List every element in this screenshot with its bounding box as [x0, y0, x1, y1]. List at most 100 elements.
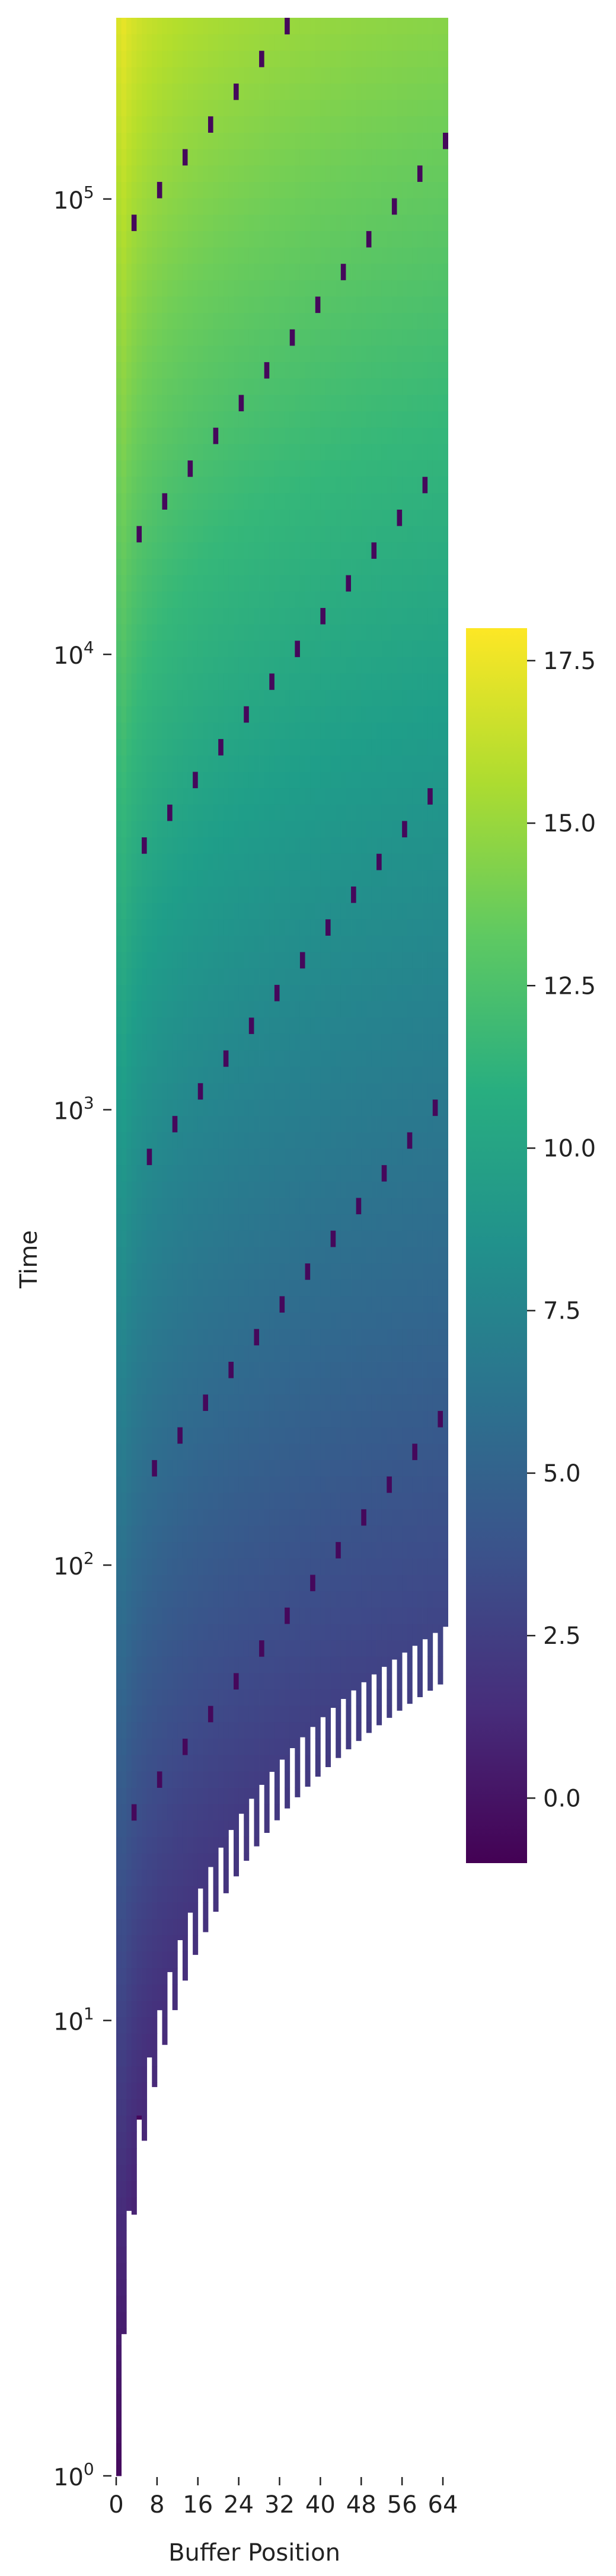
- heatmap-cell: [126, 1378, 132, 1395]
- heatmap-cell: [157, 18, 162, 35]
- heatmap-cell: [203, 1705, 209, 1723]
- heatmap-cell: [320, 378, 326, 395]
- heatmap-cell: [320, 361, 326, 379]
- heatmap-cell: [172, 492, 178, 510]
- heatmap-cell: [131, 1460, 137, 1477]
- heatmap-cell: [126, 1115, 132, 1132]
- heatmap-cell: [315, 640, 321, 657]
- heatmap-cell: [315, 443, 321, 461]
- heatmap-cell: [146, 1902, 152, 1919]
- heatmap-cell: [142, 952, 148, 969]
- heatmap-cell: [259, 1164, 265, 1182]
- heatmap-cell: [259, 181, 265, 199]
- heatmap-cell: [152, 509, 158, 526]
- heatmap-cell: [244, 165, 250, 182]
- heatmap-cell: [203, 1804, 209, 1821]
- heatmap-cell: [218, 903, 224, 920]
- heatmap-cell: [274, 1263, 280, 1280]
- heatmap-cell: [320, 231, 326, 248]
- heatmap-cell: [264, 1558, 270, 1575]
- heatmap-cell: [142, 1083, 148, 1100]
- heatmap-cell: [146, 1689, 152, 1706]
- heatmap-cell: [136, 1050, 142, 1067]
- heatmap-cell: [197, 1394, 203, 1411]
- heatmap-cell: [248, 395, 254, 412]
- heatmap-cell: [167, 329, 173, 346]
- heatmap-cell: [248, 526, 254, 543]
- heatmap-cell: [269, 198, 275, 215]
- heatmap-cell: [238, 509, 244, 526]
- heatmap-cell: [152, 1263, 158, 1280]
- heatmap-cell: [248, 1345, 254, 1362]
- heatmap-cell: [299, 1558, 305, 1575]
- heatmap-cell: [269, 1541, 275, 1559]
- heatmap-cell: [289, 1164, 295, 1182]
- heatmap-cell: [193, 132, 199, 149]
- heatmap-cell: [203, 1656, 209, 1673]
- heatmap-cell: [279, 853, 285, 871]
- heatmap-cell: [116, 1198, 122, 1215]
- heatmap-cell: [295, 706, 301, 723]
- heatmap-cell: [228, 1132, 234, 1149]
- heatmap-cell: [279, 772, 285, 789]
- heatmap-cell: [136, 935, 142, 952]
- heatmap-cell: [116, 2427, 122, 2444]
- heatmap-cell: [157, 1198, 162, 1215]
- heatmap-cell: [116, 2230, 122, 2247]
- heatmap-cell: [285, 83, 291, 100]
- heatmap-cell: [315, 869, 321, 887]
- heatmap-cell: [218, 1771, 224, 1788]
- heatmap-cell: [320, 1427, 326, 1444]
- heatmap-cell: [172, 1099, 178, 1116]
- heatmap-cell: [157, 607, 162, 625]
- heatmap-cell: [136, 1378, 142, 1395]
- heatmap-cell: [197, 132, 203, 149]
- heatmap-cell: [228, 1787, 234, 1804]
- heatmap-cell: [203, 18, 209, 35]
- heatmap-cell: [295, 624, 301, 641]
- heatmap-cell: [167, 1738, 173, 1755]
- heatmap-cell: [269, 575, 275, 592]
- heatmap-cell: [121, 2115, 127, 2132]
- heatmap-cell: [142, 1787, 148, 1804]
- heatmap-cell: [193, 1541, 199, 1559]
- heatmap-cell: [213, 100, 219, 117]
- heatmap-cell: [238, 821, 244, 838]
- heatmap-cell: [295, 984, 301, 1001]
- heatmap-cell: [244, 345, 250, 363]
- heatmap-cell: [244, 34, 250, 51]
- heatmap-cell: [248, 1410, 254, 1428]
- heatmap-cell: [172, 722, 178, 740]
- heatmap-cell: [218, 1558, 224, 1575]
- heatmap-cell: [126, 34, 132, 51]
- heatmap-cell: [187, 1181, 193, 1198]
- heatmap-cell: [248, 919, 254, 936]
- heatmap-cell: [299, 1378, 305, 1395]
- heatmap-cell: [208, 312, 213, 329]
- heatmap-cell: [299, 1509, 305, 1526]
- heatmap-cell: [146, 919, 152, 936]
- heatmap-cell: [172, 378, 178, 395]
- heatmap-cell: [228, 411, 234, 428]
- heatmap-cell: [269, 1132, 275, 1149]
- heatmap-cell: [228, 624, 234, 641]
- heatmap-cell: [330, 903, 336, 920]
- heatmap-cell: [157, 1279, 162, 1297]
- heatmap-cell: [254, 263, 260, 280]
- heatmap-cell: [167, 1541, 173, 1559]
- heatmap-cell: [203, 280, 209, 297]
- heatmap-cell: [131, 738, 137, 756]
- heatmap-cell: [295, 1198, 301, 1215]
- heatmap-cell: [320, 1640, 326, 1657]
- heatmap-cell: [177, 1771, 183, 1788]
- heatmap-cell: [295, 329, 301, 346]
- heatmap-cell: [234, 214, 240, 231]
- heatmap-cell: [234, 788, 240, 805]
- heatmap-cell: [254, 100, 260, 117]
- heatmap-cell: [182, 1394, 188, 1411]
- heatmap-cell: [116, 329, 122, 346]
- heatmap-cell: [197, 50, 203, 68]
- heatmap-cell: [193, 34, 199, 51]
- heatmap-cell: [152, 1099, 158, 1116]
- heatmap-cell: [146, 952, 152, 969]
